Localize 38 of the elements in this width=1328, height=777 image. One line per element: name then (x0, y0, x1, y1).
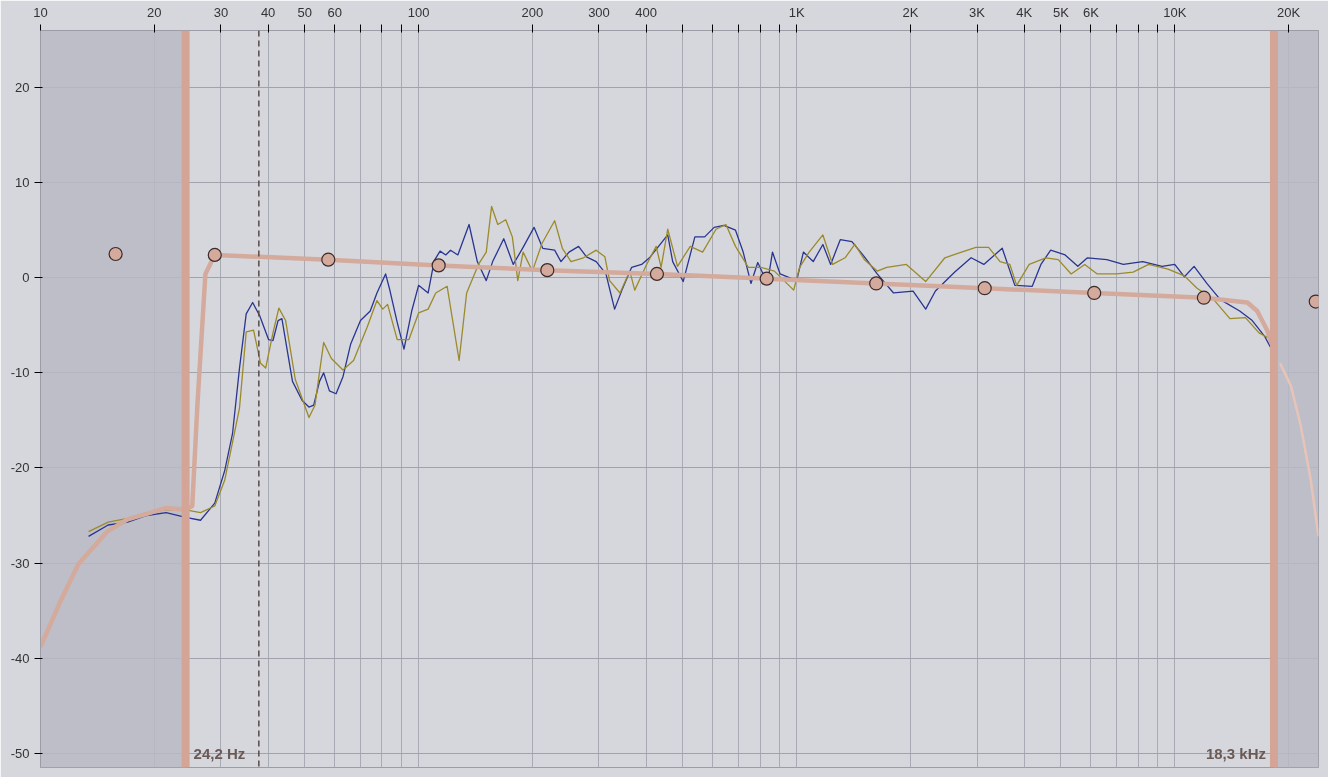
x-tick-label: 400 (635, 4, 658, 20)
x-tick-label: 1K (788, 4, 805, 20)
x-tick-label: 4K (1016, 4, 1033, 20)
point (649, 266, 665, 282)
x-tick-label: 30 (213, 4, 229, 20)
point (321, 252, 336, 267)
y-tick-label: 20 (15, 80, 30, 96)
x-tick-label: 100 (407, 4, 430, 20)
x-tick-label: 40 (260, 4, 276, 20)
x-tick-label: 200 (521, 4, 544, 20)
line-series (1278, 362, 1319, 538)
x-tick-label: 3K (969, 4, 986, 20)
x-tick-label: 50 (297, 4, 313, 20)
x-tick-label: 10 (33, 4, 48, 20)
x-tick-label: 60 (327, 4, 342, 20)
y-tick-label: 0 (22, 270, 30, 286)
point (977, 281, 992, 296)
x-tick-label: 300 (588, 4, 610, 20)
point (540, 263, 555, 278)
x-tick-label: 20 (147, 4, 162, 20)
x-tick-label: 5K (1052, 4, 1070, 20)
point (1196, 290, 1211, 305)
ref-line-label: 24,2 Hz (193, 744, 246, 762)
x-tick-label: 6K (1082, 4, 1100, 20)
y-tick-label: -10 (10, 365, 30, 381)
y-tick-label: 10 (15, 175, 30, 191)
point (431, 258, 446, 273)
point (759, 271, 774, 286)
y-tick-label: -20 (10, 460, 30, 476)
x-tick-label: 2K (902, 4, 919, 20)
y-tick-label: -50 (10, 745, 30, 761)
point (869, 276, 884, 291)
y-tick-label: -30 (10, 555, 30, 571)
x-tick-label: 20K (1277, 4, 1301, 20)
y-tick-label: -40 (10, 650, 30, 666)
ref-line-label: 18,3 kHz (1205, 744, 1266, 762)
point (1087, 285, 1102, 301)
x-tick-label: 10K (1163, 4, 1187, 20)
